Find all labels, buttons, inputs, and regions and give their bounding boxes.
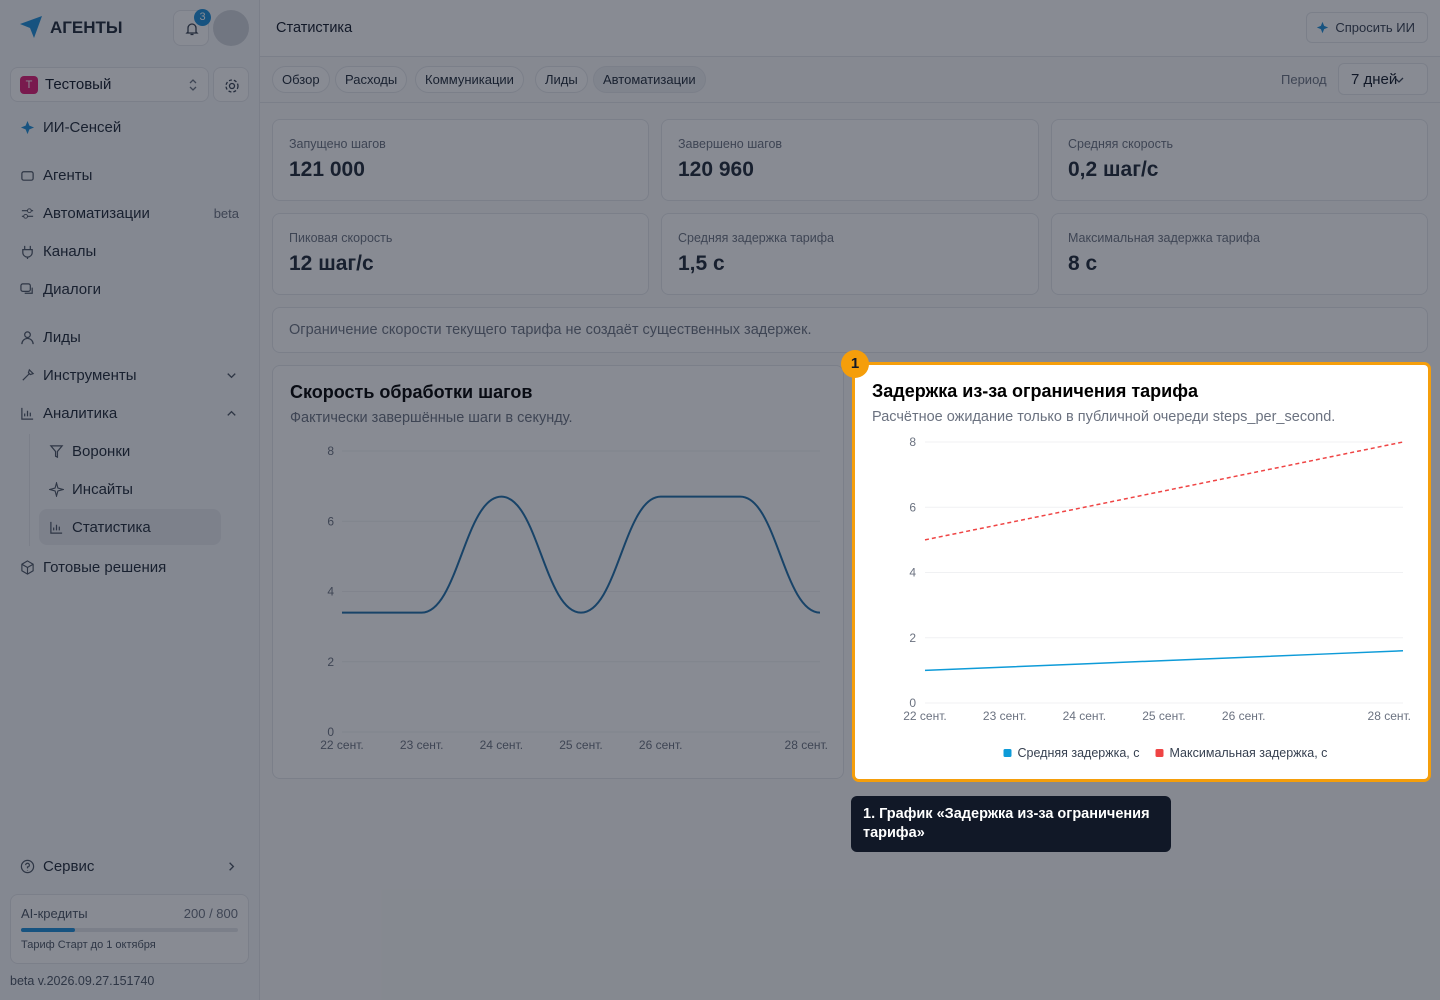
- highlight-tooltip: 1. График «Задержка из-за ограничения та…: [851, 796, 1171, 852]
- x-tick-label: 28 сент.: [1368, 709, 1411, 723]
- x-tick-label: 26 сент.: [1222, 709, 1265, 723]
- y-tick-label: 0: [909, 696, 916, 710]
- x-tick-label: 23 сент.: [983, 709, 1026, 723]
- y-tick-label: 4: [909, 566, 916, 580]
- legend-swatch: [1155, 749, 1164, 757]
- legend-label: Максимальная задержка, с: [1170, 746, 1328, 760]
- x-tick-label: 24 сент.: [1063, 709, 1106, 723]
- y-tick-label: 6: [909, 500, 916, 514]
- highlight-badge: 1: [841, 350, 869, 378]
- x-tick-label: 25 сент.: [1142, 709, 1185, 723]
- line-series: [924, 441, 1404, 541]
- y-tick-label: 2: [909, 631, 916, 645]
- legend-label: Средняя задержка, с: [1018, 746, 1140, 760]
- chart-title: Задержка из-за ограничения тарифа: [872, 381, 1199, 401]
- x-tick-label: 22 сент.: [903, 709, 946, 723]
- legend-swatch: [1003, 749, 1012, 757]
- chart-card-highlighted[interactable]: Задержка из-за ограничения тарифа Расчётн…: [855, 365, 1428, 779]
- line-series: [924, 650, 1404, 672]
- chart-subtitle: Расчётное ожидание только в публичной оч…: [872, 409, 1335, 425]
- y-tick-label: 8: [909, 435, 916, 449]
